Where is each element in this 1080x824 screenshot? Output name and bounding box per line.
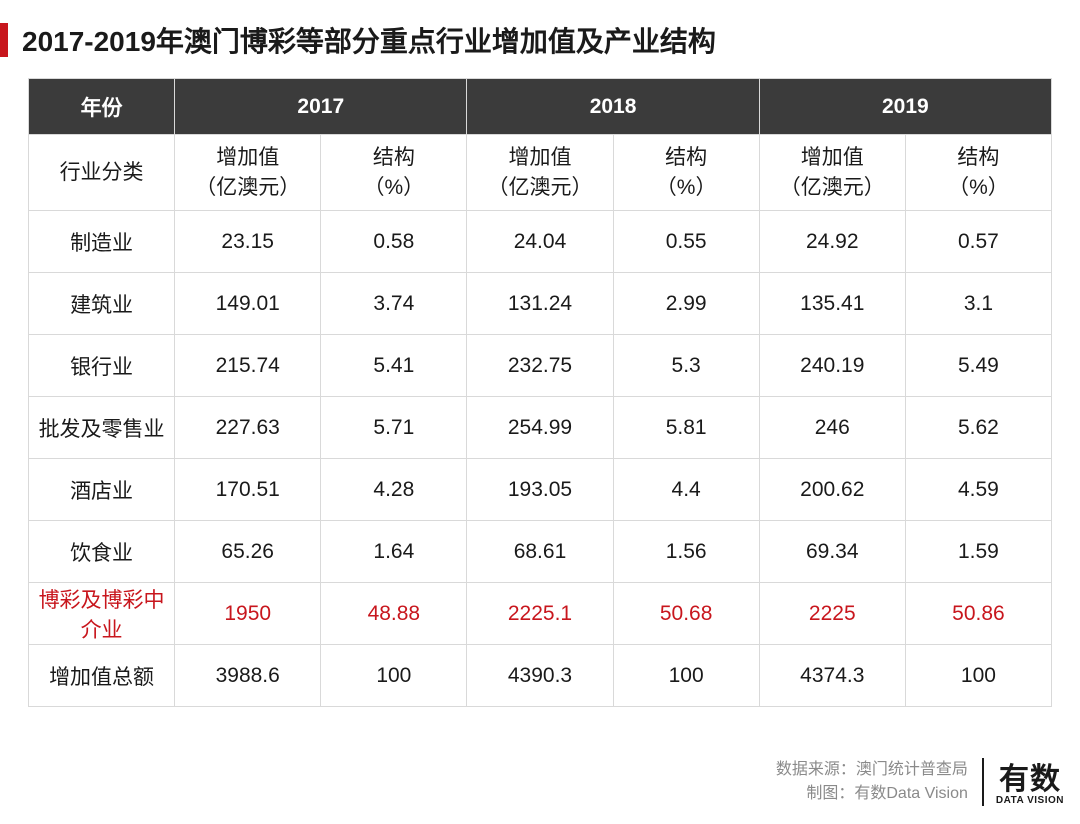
data-cell: 5.49 <box>905 335 1051 397</box>
brand-logo: 有数 DATA VISION <box>996 764 1064 807</box>
subhead-2018-value: 增加值（亿澳元） <box>467 135 613 211</box>
row-label: 酒店业 <box>29 459 175 521</box>
data-cell: 50.86 <box>905 583 1051 645</box>
data-cell: 69.34 <box>759 521 905 583</box>
source-value: 澳门统计普查局 <box>856 761 968 778</box>
data-cell: 254.99 <box>467 397 613 459</box>
table-row: 增加值总额3988.61004390.31004374.3100 <box>29 645 1052 707</box>
data-cell: 0.55 <box>613 211 759 273</box>
data-cell: 149.01 <box>175 273 321 335</box>
year-header-2018: 2018 <box>467 79 759 135</box>
data-cell: 246 <box>759 397 905 459</box>
subhead-2017-pct: 结构（%） <box>321 135 467 211</box>
data-cell: 68.61 <box>467 521 613 583</box>
table-container: 年份 2017 2018 2019 行业分类 增加值（亿澳元） 结构（%） 增加… <box>0 72 1080 707</box>
data-cell: 1.64 <box>321 521 467 583</box>
data-cell: 2.99 <box>613 273 759 335</box>
data-cell: 5.3 <box>613 335 759 397</box>
footer-source-line: 数据来源：澳门统计普查局 <box>776 758 968 782</box>
row-label: 博彩及博彩中介业 <box>29 583 175 645</box>
table-row: 饮食业65.261.6468.611.5669.341.59 <box>29 521 1052 583</box>
footer: 数据来源：澳门统计普查局 制图：有数Data Vision 有数 DATA VI… <box>776 758 1064 806</box>
data-cell: 2225 <box>759 583 905 645</box>
credit-value: 有数Data Vision <box>854 785 968 802</box>
table-body: 制造业23.150.5824.040.5524.920.57建筑业149.013… <box>29 211 1052 707</box>
table-row: 博彩及博彩中介业195048.882225.150.68222550.86 <box>29 583 1052 645</box>
data-cell: 100 <box>613 645 759 707</box>
source-label: 数据来源： <box>776 761 856 778</box>
data-cell: 100 <box>905 645 1051 707</box>
data-cell: 3.74 <box>321 273 467 335</box>
data-table: 年份 2017 2018 2019 行业分类 增加值（亿澳元） 结构（%） 增加… <box>28 78 1052 707</box>
data-cell: 0.58 <box>321 211 467 273</box>
title-accent-bar <box>0 23 8 57</box>
data-cell: 5.41 <box>321 335 467 397</box>
row-label: 批发及零售业 <box>29 397 175 459</box>
year-header-2019: 2019 <box>759 79 1051 135</box>
data-cell: 131.24 <box>467 273 613 335</box>
year-header-row: 年份 2017 2018 2019 <box>29 79 1052 135</box>
row-label: 饮食业 <box>29 521 175 583</box>
year-header-2017: 2017 <box>175 79 467 135</box>
data-cell: 100 <box>321 645 467 707</box>
brand-logo-cn: 有数 <box>999 764 1061 796</box>
data-cell: 4374.3 <box>759 645 905 707</box>
data-cell: 23.15 <box>175 211 321 273</box>
data-cell: 3988.6 <box>175 645 321 707</box>
row-label: 增加值总额 <box>29 645 175 707</box>
row-header-label: 行业分类 <box>29 135 175 211</box>
data-cell: 24.92 <box>759 211 905 273</box>
table-row: 酒店业170.514.28193.054.4200.624.59 <box>29 459 1052 521</box>
title-bar: 2017-2019年澳门博彩等部分重点行业增加值及产业结构 <box>0 0 1080 72</box>
credit-label: 制图： <box>806 785 854 802</box>
data-cell: 48.88 <box>321 583 467 645</box>
subhead-2019-pct: 结构（%） <box>905 135 1051 211</box>
table-row: 批发及零售业227.635.71254.995.812465.62 <box>29 397 1052 459</box>
subhead-2017-value: 增加值（亿澳元） <box>175 135 321 211</box>
data-cell: 193.05 <box>467 459 613 521</box>
data-cell: 50.68 <box>613 583 759 645</box>
data-cell: 24.04 <box>467 211 613 273</box>
data-cell: 1.56 <box>613 521 759 583</box>
page-title: 2017-2019年澳门博彩等部分重点行业增加值及产业结构 <box>22 20 716 60</box>
data-cell: 215.74 <box>175 335 321 397</box>
subhead-2018-pct: 结构（%） <box>613 135 759 211</box>
table-row: 银行业215.745.41232.755.3240.195.49 <box>29 335 1052 397</box>
data-cell: 232.75 <box>467 335 613 397</box>
data-cell: 1950 <box>175 583 321 645</box>
data-cell: 4.59 <box>905 459 1051 521</box>
row-label: 银行业 <box>29 335 175 397</box>
data-cell: 1.59 <box>905 521 1051 583</box>
data-cell: 5.62 <box>905 397 1051 459</box>
data-cell: 2225.1 <box>467 583 613 645</box>
data-cell: 4390.3 <box>467 645 613 707</box>
data-cell: 227.63 <box>175 397 321 459</box>
data-cell: 4.28 <box>321 459 467 521</box>
data-cell: 0.57 <box>905 211 1051 273</box>
data-cell: 5.71 <box>321 397 467 459</box>
table-row: 制造业23.150.5824.040.5524.920.57 <box>29 211 1052 273</box>
subhead-2019-value: 增加值（亿澳元） <box>759 135 905 211</box>
data-cell: 4.4 <box>613 459 759 521</box>
data-cell: 240.19 <box>759 335 905 397</box>
brand-logo-en: DATA VISION <box>996 795 1064 806</box>
data-cell: 65.26 <box>175 521 321 583</box>
table-row: 建筑业149.013.74131.242.99135.413.1 <box>29 273 1052 335</box>
footer-credit-line: 制图：有数Data Vision <box>776 782 968 806</box>
sub-header-row: 行业分类 增加值（亿澳元） 结构（%） 增加值（亿澳元） 结构（%） 增加值（亿… <box>29 135 1052 211</box>
row-label: 制造业 <box>29 211 175 273</box>
corner-header: 年份 <box>29 79 175 135</box>
row-label: 建筑业 <box>29 273 175 335</box>
data-cell: 200.62 <box>759 459 905 521</box>
footer-credits: 数据来源：澳门统计普查局 制图：有数Data Vision <box>776 758 984 806</box>
data-cell: 135.41 <box>759 273 905 335</box>
table-head: 年份 2017 2018 2019 行业分类 增加值（亿澳元） 结构（%） 增加… <box>29 79 1052 211</box>
data-cell: 3.1 <box>905 273 1051 335</box>
data-cell: 170.51 <box>175 459 321 521</box>
data-cell: 5.81 <box>613 397 759 459</box>
